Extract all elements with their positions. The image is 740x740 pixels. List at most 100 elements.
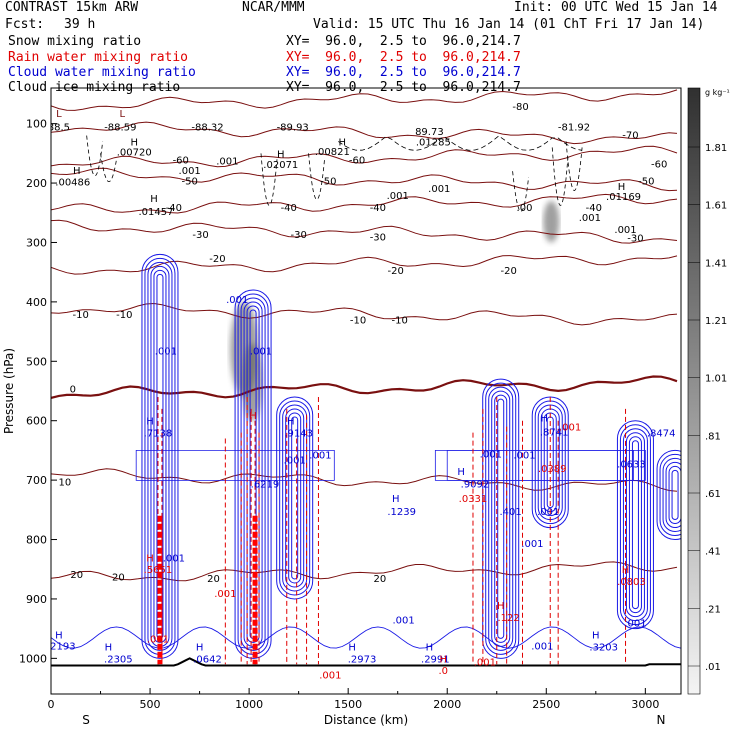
extremum-label: H bbox=[392, 494, 400, 505]
isotherm-label: -60 bbox=[651, 159, 667, 170]
isotherm-label: -10 bbox=[116, 310, 132, 321]
terrain-line bbox=[51, 657, 681, 667]
cloud-ice-contour bbox=[551, 147, 569, 206]
isotherm-label: 20 bbox=[207, 574, 220, 585]
x-tick-label: 3000 bbox=[631, 698, 659, 711]
valid-time: Valid: 15 UTC Thu 16 Jan 14 (01 ChT Fri … bbox=[313, 17, 705, 32]
colorbar-label: 1.41 bbox=[705, 258, 727, 269]
cloud-water-contour bbox=[671, 469, 679, 521]
extremum-label: .0331 bbox=[459, 494, 488, 505]
colorbar-ramp bbox=[687, 87, 701, 695]
y-tick-label: 600 bbox=[26, 415, 47, 428]
extremum-label: .8474 bbox=[647, 429, 676, 440]
extremum-label: H bbox=[73, 166, 81, 177]
cloud-ice-contour bbox=[338, 135, 582, 151]
extremum-label: .02071 bbox=[263, 160, 298, 171]
extremum-label: H bbox=[541, 414, 549, 425]
y-tick-label: 1000 bbox=[19, 652, 47, 665]
field-xy-cloud-water: XY= 96.0, 2.5 to 96.0,214.7 bbox=[286, 65, 521, 80]
cloud-water-contour bbox=[616, 420, 654, 630]
field-name-cloud-water: Cloud water mixing ratio bbox=[8, 65, 196, 80]
isotherm-label: -40 bbox=[281, 203, 297, 214]
x-tick-label: 1000 bbox=[235, 698, 263, 711]
extremum-label: L bbox=[120, 109, 126, 120]
cloud-water-contour bbox=[482, 378, 520, 659]
extremum-label: .2973 bbox=[348, 654, 377, 665]
extremum-label: .001 bbox=[214, 589, 236, 600]
extremum-label: .001 bbox=[559, 423, 581, 434]
extremum-label: .1239 bbox=[387, 507, 416, 518]
extremum-label: .001 bbox=[474, 657, 496, 668]
snow-shading bbox=[543, 200, 560, 243]
extremum-label: .2305 bbox=[104, 654, 133, 665]
isotherm-label: -10 bbox=[350, 316, 366, 327]
cloud-water-contour bbox=[659, 453, 681, 537]
cloud-ice-contour bbox=[308, 153, 325, 200]
isotherm-line bbox=[51, 255, 678, 275]
extremum-label: .0633 bbox=[617, 459, 646, 470]
x-tick-label: 500 bbox=[140, 698, 161, 711]
extremum-label: -81.92 bbox=[558, 123, 590, 134]
extremum-label: .001 bbox=[537, 507, 559, 518]
cloud-water-contour bbox=[631, 440, 639, 610]
extremum-label: .001 bbox=[521, 539, 543, 550]
cloud-ice-contour bbox=[565, 141, 583, 191]
colorbar-label: .21 bbox=[705, 604, 721, 615]
isotherm-label: 0 bbox=[70, 385, 76, 396]
extremum-label: .00 bbox=[517, 203, 533, 214]
extremum-label: .8741 bbox=[540, 427, 569, 438]
south-label: S bbox=[82, 713, 90, 727]
isotherm-label: -20 bbox=[500, 266, 516, 277]
isotherm-label: -30 bbox=[370, 233, 386, 244]
cloud-water-contour bbox=[147, 261, 173, 651]
isotherm-line bbox=[51, 121, 678, 145]
x-axis-label: Distance (km) bbox=[324, 713, 408, 727]
cloud-ice-contour bbox=[260, 153, 278, 206]
cloud-water-contour bbox=[628, 436, 642, 614]
extremum-label: .001 bbox=[428, 184, 450, 195]
extremum-label: .01285 bbox=[416, 137, 451, 148]
isotherm-line bbox=[51, 145, 678, 168]
extremum-label: H bbox=[457, 467, 465, 478]
isotherm-label: -30 bbox=[627, 234, 643, 245]
isotherm-label: -10 bbox=[392, 316, 408, 327]
extremum-label: 89.73 bbox=[415, 127, 444, 138]
y-tick-label: 400 bbox=[26, 296, 47, 309]
isotherm-label: 20 bbox=[112, 572, 125, 583]
cloud-water-contour bbox=[488, 386, 514, 651]
cloud-water-contour bbox=[285, 408, 305, 588]
extremum-label: .122 bbox=[498, 613, 520, 624]
extremum-label: .001 bbox=[155, 347, 177, 358]
cloud-water-contour bbox=[144, 257, 176, 655]
extremum-label: .001 bbox=[147, 635, 169, 646]
extremum-label: .0 bbox=[438, 666, 448, 677]
extremum-label: H bbox=[287, 417, 295, 428]
isotherm-label: 10 bbox=[59, 477, 72, 488]
field-xy-snow: XY= 96.0, 2.5 to 96.0,214.7 bbox=[286, 34, 521, 49]
colorbar-label: .81 bbox=[705, 431, 721, 442]
field-xy-rain: XY= 96.0, 2.5 to 96.0,214.7 bbox=[286, 50, 521, 65]
colorbar-label: .61 bbox=[705, 489, 721, 500]
isotherm-label: -70 bbox=[622, 130, 638, 141]
extremum-label: .001 bbox=[393, 616, 415, 627]
isotherm-label: -40 bbox=[586, 203, 602, 214]
cloud-water-contour bbox=[276, 396, 314, 600]
north-label: N bbox=[657, 713, 666, 727]
extremum-label: H bbox=[249, 411, 257, 422]
extremum-label: H bbox=[426, 642, 434, 653]
extremum-label: .001 bbox=[226, 295, 248, 306]
isotherm-label: -20 bbox=[209, 254, 225, 265]
isotherm-label: -40 bbox=[370, 203, 386, 214]
extremum-label: H bbox=[146, 553, 154, 564]
extremum-label: .001 bbox=[624, 619, 646, 630]
isotherm-line bbox=[51, 302, 678, 326]
isotherm-label: -50 bbox=[320, 177, 336, 188]
extremum-label: H bbox=[618, 182, 626, 193]
cloud-water-contour bbox=[668, 465, 681, 525]
x-tick-label: 0 bbox=[48, 698, 55, 711]
cloud-water-contour bbox=[234, 289, 272, 659]
cloud-water-contour bbox=[135, 450, 335, 481]
extremum-label: .6219 bbox=[251, 480, 280, 491]
extremum-label: .001 bbox=[250, 347, 272, 358]
extremum-label: .01457 bbox=[139, 207, 174, 218]
